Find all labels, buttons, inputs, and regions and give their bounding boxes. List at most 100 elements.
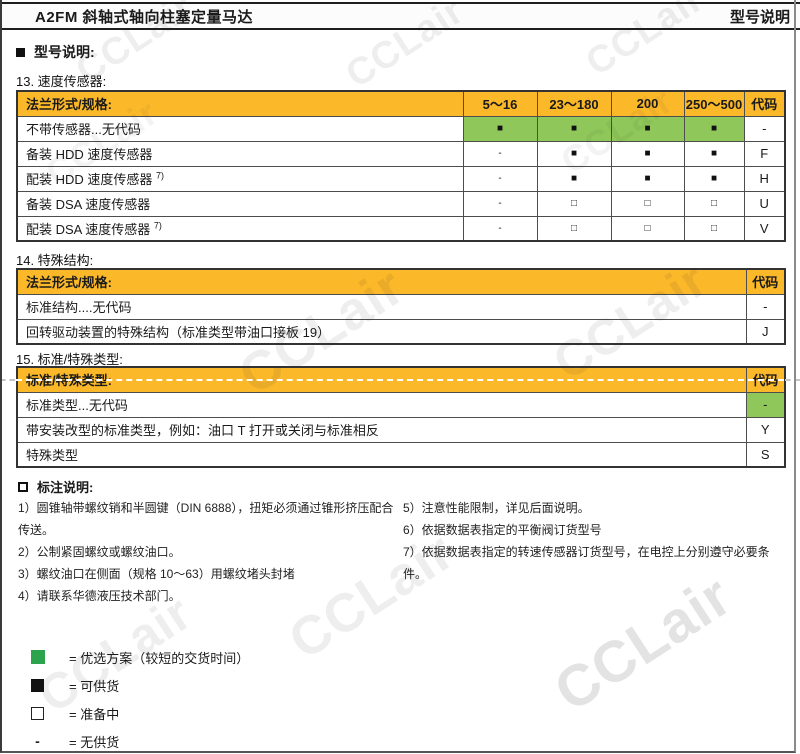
watermark: CCLair: [543, 562, 744, 725]
cell-value: ■: [683, 140, 745, 167]
table-row: 备装 HDD 速度传感器 - ■ ■ ■ F: [16, 140, 786, 167]
dash-icon: -: [35, 733, 40, 749]
footnote: 5）注意性能限制，详见后面说明。: [403, 501, 590, 515]
legend-item-available: = 可供货: [30, 676, 119, 694]
cell-value: □: [536, 190, 612, 217]
cell-value: ■: [683, 165, 745, 192]
cell-value: ■: [536, 140, 612, 167]
cell-value: ■: [610, 140, 685, 167]
table14-label: 14. 特殊结构:: [16, 253, 94, 268]
table-row: 不带传感器...无代码 ■ ■ ■ ■ -: [16, 115, 786, 142]
cell-code: -: [745, 391, 786, 418]
legend-item-preferred: = 优选方案（较短的交货时间）: [30, 648, 249, 666]
hollow-square-icon: [31, 706, 44, 720]
footnotes-right-column: 5）注意性能限制，详见后面说明。 6）依据数据表指定的平衡阀订货型号 7）依据数…: [403, 497, 793, 585]
page-type-label: 型号说明: [729, 8, 790, 26]
table-row: 配装 DSA 速度传感器 7) - □ □ □ V: [16, 215, 786, 242]
black-square-bullet-icon: [16, 47, 25, 57]
footnotes-left-column: 1）圆锥轴带螺纹销和半圆键（DIN 6888），扭矩必须通过锥形挤压配合传送。 …: [18, 497, 398, 607]
footnote: 1）圆锥轴带螺纹销和半圆键（DIN 6888），扭矩必须通过锥形挤压配合传送。: [18, 501, 394, 537]
table15-label: 15. 标准/特殊类型:: [16, 352, 123, 367]
table-row: 特殊类型 S: [16, 441, 786, 468]
green-square-icon: [30, 650, 45, 664]
legend-symbol: [30, 650, 45, 665]
legend-label: = 无供货: [69, 734, 120, 750]
special-design-table: 法兰形式/规格: 代码 标准结构....无代码 - 回转驱动装置的特殊结构（标准…: [16, 268, 786, 345]
footnotes-heading: 标注说明:: [18, 477, 93, 496]
cell-desc: 备装 HDD 速度传感器: [16, 140, 464, 167]
cell-code: Y: [745, 416, 786, 443]
legend-symbol: [30, 678, 45, 693]
cell-desc: 回转驱动装置的特殊结构（标准类型带油口接板 19）: [16, 318, 747, 345]
footnote: 6）依据数据表指定的平衡阀订货型号: [403, 523, 602, 537]
cell-code: F: [743, 140, 786, 167]
cell-value: ■: [683, 115, 745, 142]
standard-special-type-table: 标准/特殊类型: 代码 标准类型...无代码 - 带安装改型的标准类型，例如：油…: [16, 366, 786, 468]
footnotes-heading-text: 标注说明:: [37, 480, 94, 495]
cell-value: -: [462, 165, 538, 192]
col-header: 250～500: [683, 90, 745, 117]
legend-label: = 准备中: [69, 706, 120, 722]
footnote-ref: 7): [153, 220, 162, 231]
legend-item-not-available: - = 无供货: [30, 732, 119, 750]
footnote: 3）螺纹油口在侧面（规格 10～63）用螺纹堵头封堵: [18, 567, 295, 581]
title-bar: A2FM 斜轴式轴向柱塞定量马达 型号说明: [0, 2, 800, 30]
table-row: 配装 HDD 速度传感器 7) - ■ ■ ■ H: [16, 165, 786, 192]
table14-header-row: 法兰形式/规格: 代码: [16, 268, 786, 295]
legend-item-in-preparation: = 准备中: [30, 704, 119, 722]
cell-code: H: [743, 165, 786, 192]
section-heading: 型号说明:: [16, 42, 95, 62]
col-header: 200: [610, 90, 685, 117]
table13-label: 13. 速度传感器:: [16, 74, 107, 89]
table-row: 回转驱动装置的特殊结构（标准类型带油口接板 19） J: [16, 318, 786, 345]
col-header: 法兰形式/规格:: [16, 90, 464, 117]
cell-value: ■: [462, 115, 538, 142]
col-header: 代码: [745, 268, 786, 295]
col-header: 法兰形式/规格:: [16, 268, 747, 295]
cell-desc-text: 配装 HDD 速度传感器: [26, 172, 153, 187]
cell-code: V: [743, 215, 786, 242]
cell-value: -: [462, 190, 538, 217]
cell-desc: 备装 DSA 速度传感器: [16, 190, 464, 217]
cell-desc: 标准结构....无代码: [16, 293, 747, 320]
footnote-ref: 7): [156, 170, 165, 181]
cell-value: □: [610, 190, 685, 217]
cell-value: ■: [610, 165, 685, 192]
footnote: 7）依据数据表指定的转速传感器订货型号，在电控上分别遵守必要条件。: [403, 545, 770, 581]
cell-code: -: [743, 115, 786, 142]
cell-code: -: [745, 293, 786, 320]
col-header: 代码: [743, 90, 786, 117]
dashed-fold-line: [0, 379, 15, 381]
table-row: 带安装改型的标准类型，例如：油口 T 打开或关闭与标准相反 Y: [16, 416, 786, 443]
dashed-fold-line: [16, 379, 784, 381]
table-row: 标准结构....无代码 -: [16, 293, 786, 320]
cell-value: □: [610, 215, 685, 242]
cell-desc: 标准类型...无代码: [16, 391, 747, 418]
cell-desc-text: 配装 DSA 速度传感器: [26, 221, 151, 237]
table-row: 标准类型...无代码 -: [16, 391, 786, 418]
cell-value: ■: [610, 115, 685, 142]
cell-desc: 特殊类型: [16, 441, 747, 468]
legend-symbol: -: [30, 733, 45, 749]
table-row: 备装 DSA 速度传感器 - □ □ □ U: [16, 190, 786, 217]
hollow-square-bullet-icon: [18, 481, 28, 492]
speed-sensor-table: 法兰形式/规格: 5～16 23～180 200 250～500 代码 不带传感…: [16, 90, 786, 242]
footnote: 2）公制紧固螺纹或螺纹油口。: [18, 545, 181, 559]
legend-symbol: [30, 706, 45, 721]
cell-desc: 配装 HDD 速度传感器 7): [16, 165, 464, 192]
legend-label: = 优选方案（较短的交货时间）: [69, 650, 250, 666]
cell-value: ■: [536, 115, 612, 142]
col-header: 23～180: [536, 90, 612, 117]
cell-desc: 配装 DSA 速度传感器 7): [16, 215, 464, 242]
cell-value: □: [683, 215, 745, 242]
document-title: A2FM 斜轴式轴向柱塞定量马达: [35, 8, 254, 26]
cell-value: ■: [536, 165, 612, 192]
cell-value: □: [536, 215, 612, 242]
cell-value: -: [462, 140, 538, 167]
section-heading-text: 型号说明:: [34, 44, 95, 60]
footnote: 4）请联系华德液压技术部门。: [18, 589, 181, 603]
cell-desc: 不带传感器...无代码: [16, 115, 464, 142]
cell-code: S: [745, 441, 786, 468]
cell-value: -: [462, 215, 538, 242]
